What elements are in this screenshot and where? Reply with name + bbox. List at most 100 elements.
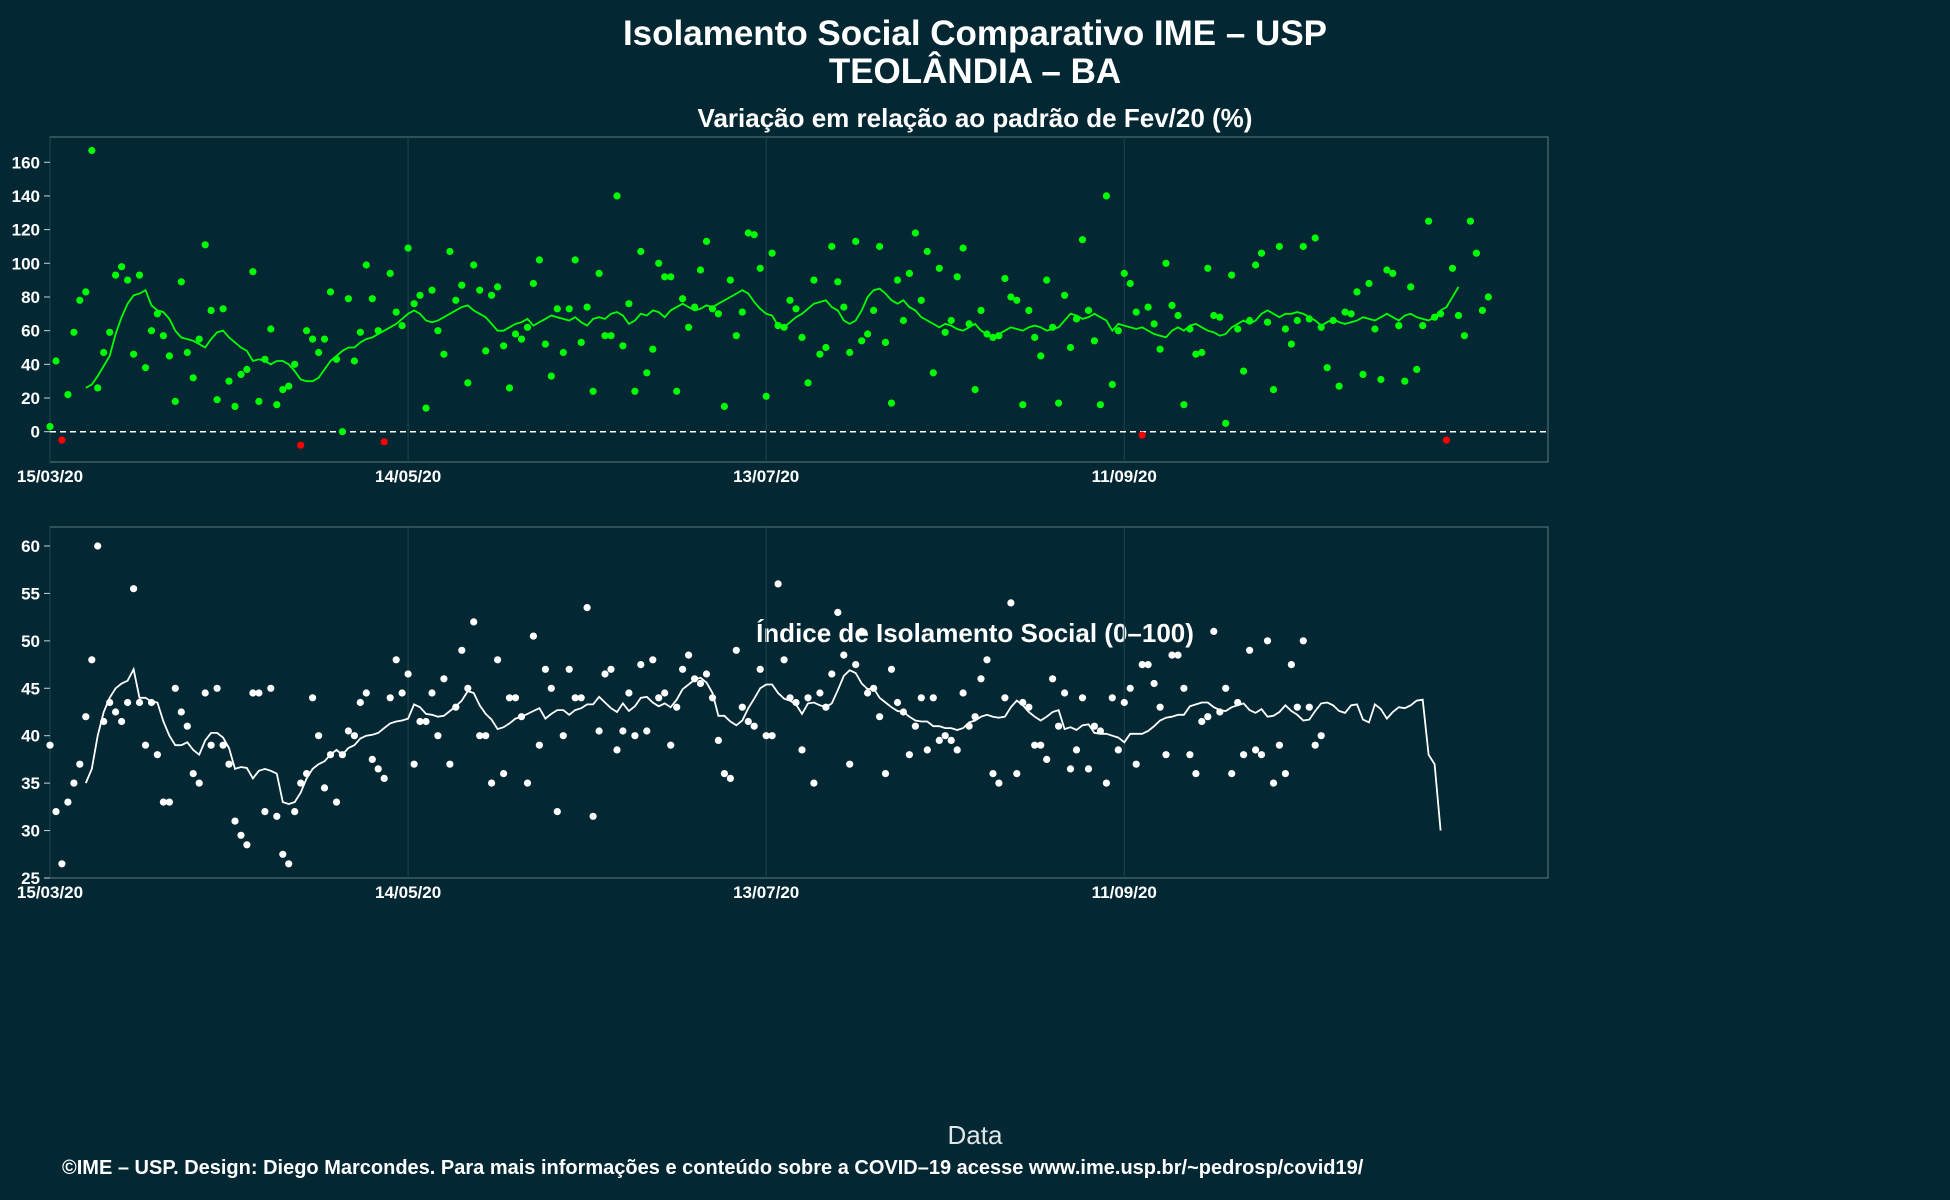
data-point <box>625 300 633 308</box>
data-point <box>1216 708 1224 716</box>
data-point <box>953 273 961 281</box>
data-point <box>326 751 335 759</box>
data-point <box>732 332 740 340</box>
data-point <box>714 736 723 745</box>
data-point <box>488 779 496 787</box>
data-point <box>541 340 550 348</box>
data-point <box>1007 599 1015 607</box>
data-point <box>147 698 156 707</box>
data-point <box>273 401 281 409</box>
data-point <box>1472 249 1480 257</box>
y-tick-label: 40 <box>21 355 40 374</box>
data-point <box>852 237 860 245</box>
data-point <box>315 348 323 357</box>
data-point <box>1257 249 1266 257</box>
data-point <box>726 276 735 284</box>
data-point <box>332 798 341 806</box>
y-tick-label: 60 <box>21 537 40 556</box>
data-point <box>452 296 460 304</box>
data-point <box>834 608 842 617</box>
data-point <box>589 387 597 395</box>
data-point <box>70 779 78 787</box>
data-point <box>1031 333 1039 341</box>
data-point <box>440 350 448 358</box>
data-point <box>88 146 96 155</box>
data-point <box>822 703 830 711</box>
data-point <box>416 717 424 726</box>
data-point <box>106 328 114 336</box>
data-point <box>279 386 287 394</box>
data-point <box>679 665 687 673</box>
data-point <box>452 703 460 711</box>
data-point <box>1174 311 1182 320</box>
figure-title: Isolamento Social Comparativo IME – USP <box>622 14 1328 53</box>
data-point <box>631 387 639 395</box>
data-point <box>1210 311 1218 320</box>
data-point <box>1198 348 1206 357</box>
data-point <box>565 665 573 673</box>
data-point <box>696 679 705 688</box>
data-point <box>1407 283 1415 291</box>
data-point <box>171 684 179 692</box>
data-point <box>774 580 782 588</box>
data-point <box>708 694 717 702</box>
data-point <box>1096 727 1104 735</box>
data-point <box>905 269 914 277</box>
data-point <box>780 323 788 331</box>
data-point <box>482 732 490 740</box>
data-point <box>571 694 579 702</box>
data-point <box>482 347 490 355</box>
data-point <box>76 296 84 304</box>
data-point <box>1156 345 1164 353</box>
data-point <box>541 665 550 673</box>
data-point <box>804 379 812 387</box>
x-tick-label: 13/07/20 <box>733 883 799 902</box>
data-point <box>691 675 699 683</box>
data-point <box>124 276 132 284</box>
data-point <box>1150 679 1158 688</box>
data-point <box>1204 713 1212 721</box>
data-point <box>1401 377 1409 385</box>
data-point <box>547 372 555 380</box>
data-point <box>673 703 681 711</box>
data-point <box>1049 323 1057 331</box>
data-point <box>1168 301 1176 309</box>
data-point <box>1013 296 1021 304</box>
data-point <box>565 305 573 313</box>
data-point <box>529 632 538 640</box>
data-point <box>1311 741 1319 749</box>
data-point <box>864 689 872 697</box>
data-point <box>303 770 311 778</box>
data-point <box>893 276 902 284</box>
data-point <box>1287 340 1295 348</box>
data-point <box>744 717 752 726</box>
data-point <box>1007 293 1015 301</box>
data-point <box>553 305 561 313</box>
data-point <box>965 320 973 328</box>
data-point <box>1072 746 1081 754</box>
data-point <box>941 732 949 740</box>
x-tick-label: 11/09/20 <box>1092 467 1157 486</box>
data-point <box>1317 323 1325 331</box>
data-point <box>446 760 454 768</box>
data-point <box>583 604 591 612</box>
data-point <box>905 751 914 759</box>
data-point <box>881 338 890 346</box>
data-point <box>1234 325 1242 333</box>
data-point <box>1078 236 1087 244</box>
data-point <box>810 779 818 787</box>
data-point <box>756 264 764 272</box>
data-point <box>667 741 675 749</box>
data-point <box>1144 661 1152 669</box>
data-point <box>428 689 436 697</box>
data-point <box>1114 327 1122 335</box>
y-tick-label: 25 <box>21 869 40 888</box>
data-point <box>899 316 908 325</box>
data-point <box>870 684 878 692</box>
data-point <box>291 360 299 368</box>
data-point <box>983 330 991 338</box>
data-point <box>619 342 627 350</box>
data-point <box>1293 316 1301 325</box>
data-point <box>213 684 221 692</box>
